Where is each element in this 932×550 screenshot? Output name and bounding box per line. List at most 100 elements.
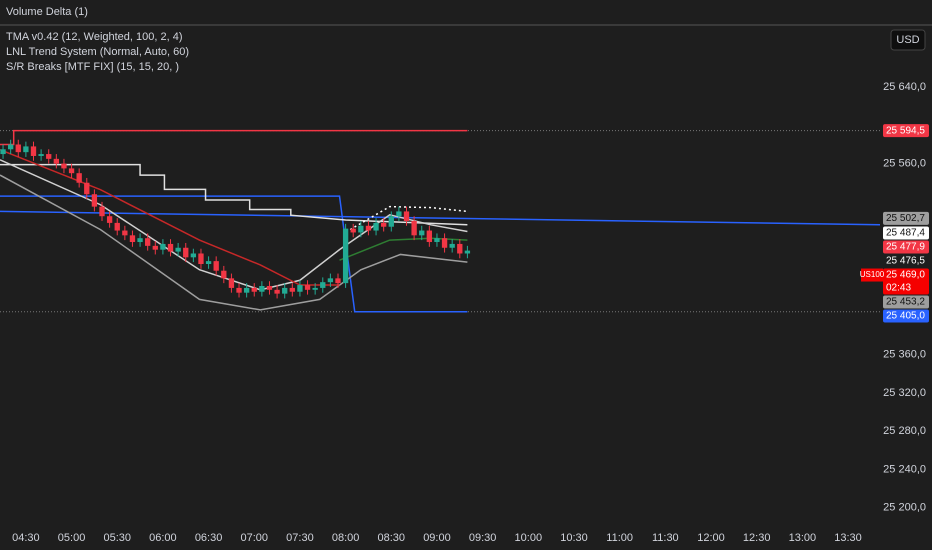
indicator-line	[0, 159, 468, 291]
price-label: 25 453,2	[886, 297, 925, 308]
candle-body	[358, 225, 364, 233]
candle-body	[129, 235, 136, 243]
candle-body	[46, 154, 52, 159]
candle-body	[350, 228, 356, 233]
candle-body	[167, 243, 174, 252]
symbol-label-bg	[861, 268, 883, 282]
x-tick-label: 11:00	[606, 532, 633, 544]
candle-body	[122, 230, 128, 236]
price-label: 25 487,4	[886, 228, 925, 239]
x-tick-label: 08:30	[378, 532, 406, 544]
y-tick-label: 25 320,0	[883, 387, 926, 399]
candle-body	[327, 278, 334, 283]
candle-body	[403, 211, 410, 221]
candle-body	[342, 228, 349, 284]
candle-body	[251, 287, 257, 292]
x-tick-label: 10:30	[560, 532, 588, 544]
x-tick-label: 06:00	[149, 532, 177, 544]
candle-body	[289, 287, 295, 292]
x-tick-label: 06:30	[195, 532, 223, 544]
candle-body	[30, 146, 37, 156]
x-tick-label: 07:30	[286, 532, 314, 544]
price-label: 25 477,9	[886, 242, 925, 253]
price-label-bg	[883, 240, 929, 254]
candle-body	[388, 216, 394, 227]
candle-body	[282, 287, 288, 294]
candle-body	[106, 216, 113, 223]
candle-body	[320, 282, 326, 288]
candle-body	[160, 243, 166, 250]
candle-body	[53, 158, 59, 164]
indicator-line	[0, 210, 881, 226]
candle-body	[190, 253, 197, 258]
price-label-bg	[883, 295, 929, 309]
candle-body	[266, 285, 273, 290]
candle-body	[205, 261, 212, 265]
y-tick-label: 25 640,0	[883, 81, 926, 93]
candle-body	[183, 247, 189, 258]
price-label-bg	[883, 254, 929, 268]
candle-body	[15, 144, 21, 153]
price-label-bg	[883, 309, 929, 323]
price-label: 25 469,0	[886, 270, 925, 281]
candle-body	[7, 144, 14, 150]
candle-body	[91, 194, 98, 207]
x-tick-label: 13:30	[834, 532, 862, 544]
price-label: 25 405,0	[886, 311, 925, 322]
currency-button[interactable]	[890, 29, 926, 51]
candle-body	[243, 287, 250, 293]
candle-body	[335, 278, 341, 284]
plot	[0, 129, 881, 313]
y-tick-label: 25 360,0	[883, 349, 926, 361]
x-tick-label: 12:30	[743, 532, 771, 544]
indicator-label: S/R Breaks [MTF FIX] (15, 15, 20, )	[6, 61, 179, 73]
candle-body	[381, 222, 387, 227]
candle-body	[61, 163, 67, 169]
currency-label[interactable]: USD	[896, 34, 919, 46]
candle-body	[396, 211, 402, 217]
candle-body	[434, 238, 440, 243]
x-tick-label: 13:00	[789, 532, 817, 544]
symbol-label: US100	[860, 270, 885, 279]
price-label-bg	[883, 268, 929, 295]
x-tick-label: 05:00	[58, 532, 86, 544]
candle-body	[23, 146, 29, 153]
candle-body	[373, 222, 379, 231]
x-tick-label: 09:30	[469, 532, 497, 544]
candle-body	[152, 245, 158, 250]
candle-body	[221, 270, 227, 279]
candle-body	[449, 243, 455, 248]
x-tick-label: 05:30	[103, 532, 131, 544]
candle-body	[411, 220, 417, 236]
indicator-line	[349, 205, 468, 231]
x-tick-label: 07:00	[240, 532, 268, 544]
x-tick-label: 04:30	[12, 532, 40, 544]
x-tick-label: 09:00	[423, 532, 451, 544]
candle-body	[38, 154, 44, 156]
candle-body	[145, 238, 151, 246]
candle-body	[304, 285, 311, 290]
candle-body	[213, 261, 219, 271]
price-label-bg	[883, 124, 929, 138]
y-tick-label: 25 200,0	[883, 502, 926, 514]
x-tick-label: 08:00	[332, 532, 360, 544]
candle-body	[236, 287, 242, 293]
candle-body	[137, 238, 143, 243]
candle-body	[99, 206, 105, 217]
candle-body	[297, 285, 303, 292]
candle-body	[198, 253, 204, 265]
price-countdown: 02:43	[886, 283, 911, 294]
candle-body	[0, 149, 6, 155]
x-tick-label: 12:00	[697, 532, 725, 544]
indicator-line	[339, 237, 468, 261]
y-tick-label: 25 560,0	[883, 158, 926, 170]
candle-body	[464, 250, 471, 254]
candle-body	[365, 225, 372, 231]
x-tick-label: 11:30	[652, 532, 679, 544]
candle-body	[68, 168, 75, 174]
price-label: 25 476,5	[886, 256, 925, 267]
candle-body	[426, 230, 433, 243]
candle-body	[84, 182, 90, 195]
